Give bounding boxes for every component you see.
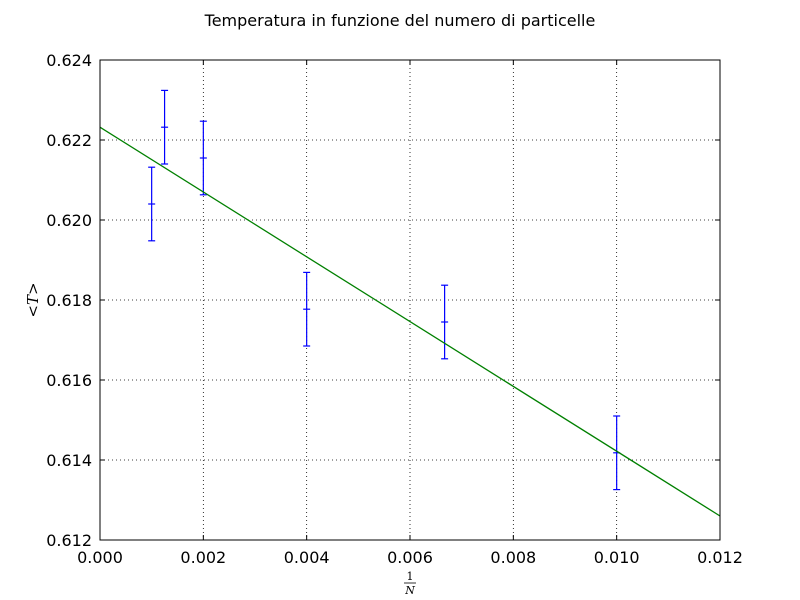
x-tick-label: 0.006	[387, 548, 433, 567]
y-axis-label: <T>	[24, 282, 42, 317]
y-tick-label: 0.614	[46, 451, 92, 470]
x-tick-label: 0.012	[697, 548, 743, 567]
errorbar-point	[161, 89, 169, 165]
fit-line	[99, 126, 721, 517]
y-tick-label: 0.612	[46, 531, 92, 550]
errorbar-point	[303, 271, 311, 347]
y-tick-label: 0.622	[46, 131, 92, 150]
x-tick-label: 0.004	[284, 548, 330, 567]
x-axis-label: 1 N	[404, 570, 416, 597]
errorbar-point	[199, 120, 207, 196]
y-tick-label: 0.624	[46, 51, 92, 70]
x-axis-label-denominator: N	[404, 584, 415, 597]
x-tick-label: 0.002	[180, 548, 226, 567]
x-tick-label: 0.000	[77, 548, 123, 567]
grid	[100, 60, 720, 540]
chart-title: Temperatura in funzione del numero di pa…	[204, 11, 596, 30]
x-axis-label-numerator: 1	[407, 570, 414, 583]
x-tick-label: 0.008	[490, 548, 536, 567]
errorbar-point	[148, 166, 156, 242]
y-tick-label: 0.616	[46, 371, 92, 390]
errorbar-point	[441, 284, 449, 360]
y-tick-label: 0.618	[46, 291, 92, 310]
x-tick-label: 0.010	[594, 548, 640, 567]
plot-data	[99, 89, 721, 517]
axis-ticks: 0.000 0.002 0.004 0.006 0.008 0.010 0.012 0.612…	[46, 51, 743, 567]
y-tick-label: 0.620	[46, 211, 92, 230]
